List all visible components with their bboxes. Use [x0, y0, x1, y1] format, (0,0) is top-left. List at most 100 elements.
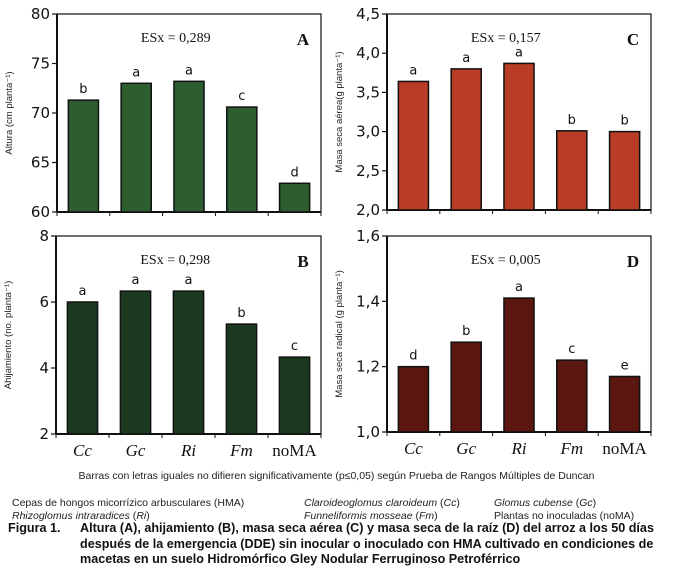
x-category-label: Cc [73, 441, 92, 460]
bar [173, 80, 205, 213]
bar [120, 82, 152, 213]
legend-noma: Plantas no inoculadas (noMA) [494, 510, 635, 522]
figure-caption: Figura 1. Altura (A), ahijamiento (B), m… [8, 521, 668, 568]
x-category-label: noMA [602, 439, 647, 458]
legend-ri: Rhizoglomus intraradices (Ri) [12, 510, 150, 522]
panel-letter: A [297, 30, 310, 49]
significance-letter: a [515, 280, 523, 295]
y-tick-label: 60 [31, 203, 50, 221]
esx-annotation: ESx = 0,289 [141, 31, 211, 46]
bar [556, 130, 588, 211]
panel-letter: B [297, 252, 308, 271]
significance-letter: a [132, 273, 140, 288]
caption-text: Altura (A), ahijamiento (B), masa seca a… [80, 521, 654, 566]
legend-column-1: Cepas de hongos micorrízico arbusculares… [12, 497, 244, 523]
y-tick-label: 1,4 [356, 292, 380, 310]
y-tick-label: 70 [31, 104, 50, 122]
legend-fm-name: Funneliformis mosseae [304, 510, 413, 522]
bar [450, 68, 482, 211]
y-tick-label: 80 [31, 5, 50, 23]
legend-gc-abbr: Gc [579, 497, 593, 509]
legend-hma: Cepas de hongos micorrízico arbusculares… [12, 497, 245, 509]
significance-letter: d [290, 165, 298, 180]
legend-fm-abbr: Fm [418, 510, 435, 522]
panel-letter: C [627, 30, 639, 49]
esx-annotation: ESx = 0,157 [471, 31, 541, 46]
x-category-label: noMA [272, 441, 317, 460]
legend-column-3: Glomus cubense (Gc) Plantas no inoculada… [494, 497, 634, 523]
bar [556, 359, 588, 433]
significance-letter: e [621, 358, 629, 373]
esx-annotation: ESx = 0,298 [140, 253, 210, 268]
panel-letter: D [627, 252, 639, 271]
bar [226, 106, 258, 213]
y-axis-label: Ahijamiento (no. planta⁻¹) [3, 281, 14, 390]
y-axis-label: Altura (cm planta⁻¹) [4, 71, 15, 154]
bar [119, 290, 152, 435]
bar [608, 375, 641, 433]
x-category-label: Ri [180, 441, 196, 460]
caption-label: Figura 1. [8, 521, 61, 535]
bar [66, 301, 99, 435]
y-tick-label: 1,2 [356, 358, 380, 376]
y-tick-label: 2,0 [356, 201, 380, 219]
bar [67, 99, 100, 213]
bar [450, 341, 482, 433]
y-tick-label: 65 [31, 154, 50, 172]
bar [397, 365, 430, 433]
significance-letter: a [462, 51, 470, 66]
legend-cc-name: Claroideoglomus claroideum [304, 497, 438, 509]
x-category-label: Fm [229, 441, 253, 460]
legend-cc-abbr: Cc [443, 497, 457, 509]
bar [172, 290, 205, 435]
bar [503, 62, 535, 211]
bar [503, 297, 535, 433]
significance-letter: b [79, 82, 87, 97]
significance-letter: b [620, 114, 628, 129]
significance-letter: b [568, 113, 576, 128]
y-tick-label: 1,6 [356, 227, 380, 245]
esx-annotation: ESx = 0,005 [471, 253, 541, 268]
x-category-label: Gc [126, 441, 146, 460]
significance-note: Barras con letras iguales no difieren si… [78, 470, 595, 482]
significance-letter: b [462, 324, 470, 339]
y-tick-label: 4,5 [356, 5, 380, 23]
significance-letter: a [185, 273, 193, 288]
bar [225, 323, 258, 435]
legend-gc-name: Glomus cubense [494, 497, 573, 509]
y-tick-label: 4 [39, 359, 49, 377]
bar [397, 80, 430, 211]
x-category-label: Gc [456, 439, 476, 458]
significance-letter: c [568, 342, 575, 357]
y-axis-label: Masa seca radical (g planta⁻¹) [334, 270, 345, 398]
significance-letter: d [409, 349, 417, 364]
bar [278, 182, 311, 213]
y-tick-label: 2,5 [356, 162, 380, 180]
x-category-label: Fm [559, 439, 583, 458]
y-tick-label: 6 [39, 293, 49, 311]
y-tick-label: 4,0 [356, 44, 380, 62]
legend-fm: Funneliformis mosseae (Fm) [304, 510, 438, 522]
legend-ri-name: Rhizoglomus intraradices [12, 510, 130, 522]
bar [278, 356, 311, 435]
legend-ri-abbr: Ri [136, 510, 147, 522]
legend-gc: Glomus cubense (Gc) [494, 497, 597, 509]
bar [608, 130, 641, 211]
significance-letter: a [409, 63, 417, 78]
significance-letter: a [132, 65, 140, 80]
significance-letter: a [515, 45, 523, 60]
y-tick-label: 8 [39, 227, 49, 245]
legend-cc: Claroideoglomus claroideum (Cc) [304, 497, 460, 509]
legend-column-2: Claroideoglomus claroideum (Cc) Funnelif… [304, 497, 460, 523]
x-category-label: Ri [510, 439, 526, 458]
y-tick-label: 3,0 [356, 123, 380, 141]
significance-letter: c [291, 339, 298, 354]
significance-letter: c [238, 89, 245, 104]
y-axis-label: Masa seca aérea(g planta⁻¹) [334, 51, 345, 172]
significance-letter: a [79, 284, 87, 299]
significance-letter: a [185, 63, 193, 78]
